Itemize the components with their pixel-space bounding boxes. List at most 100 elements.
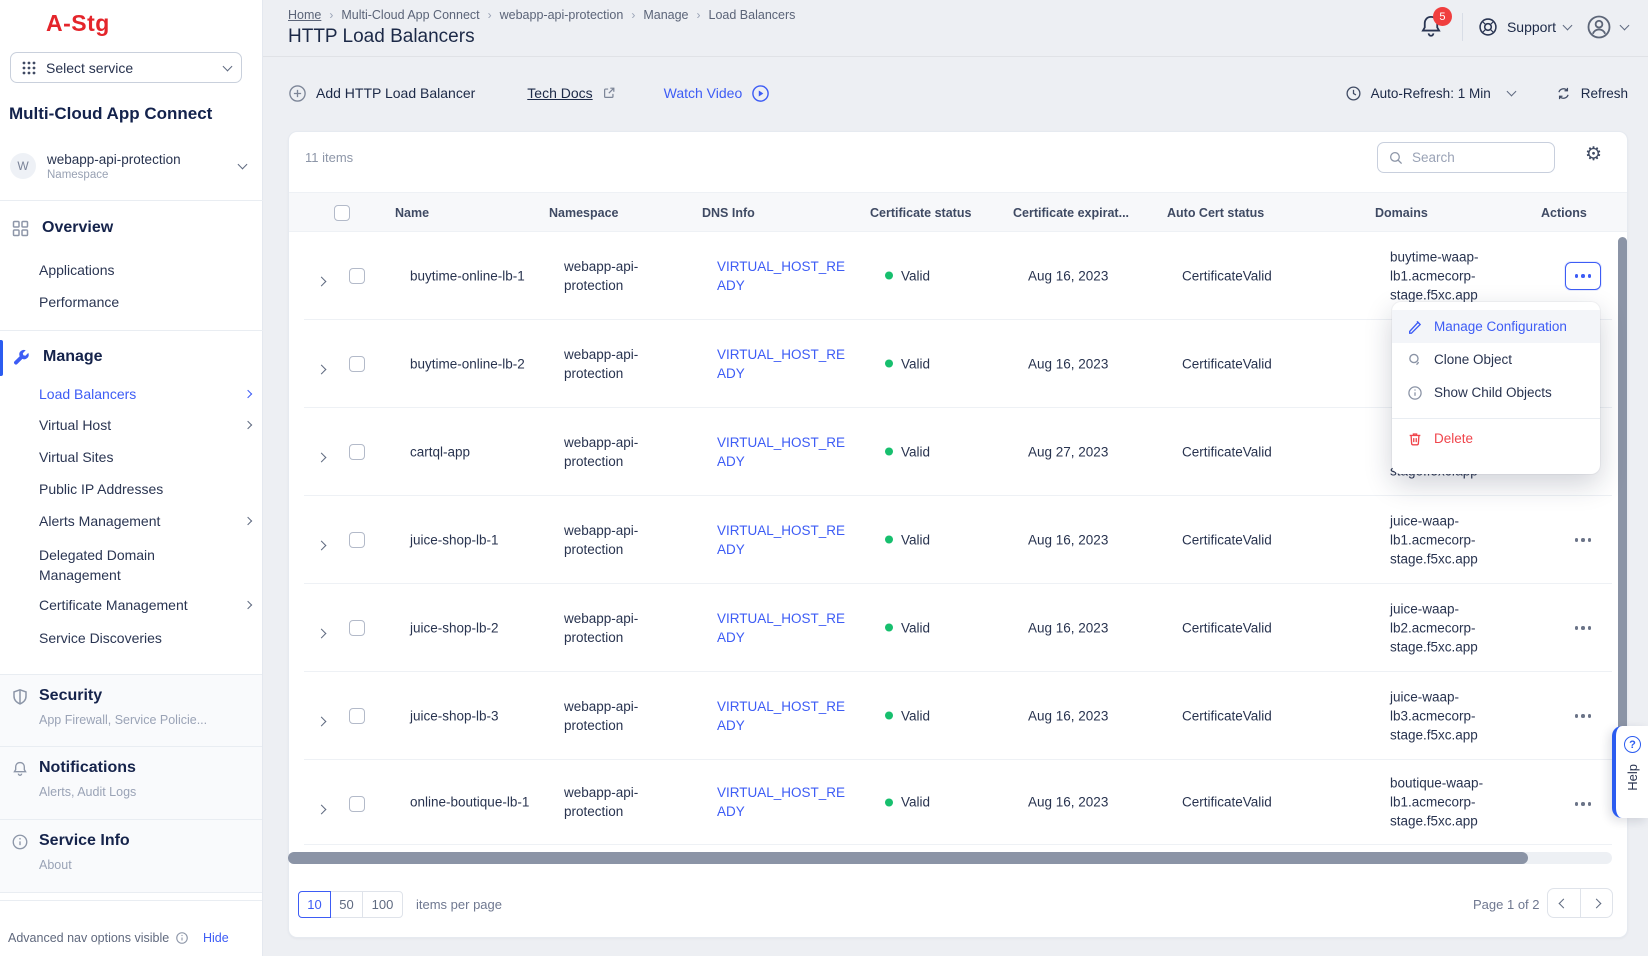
row-expand-icon[interactable] xyxy=(316,448,327,466)
cell-auto-cert-status: CertificateValid xyxy=(1182,620,1272,635)
column-header-dns-info: DNS Info xyxy=(702,206,755,220)
support-menu[interactable]: Support xyxy=(1477,16,1573,38)
sidebar-item-certificate-management[interactable]: Certificate Management xyxy=(39,597,253,613)
breadcrumb-multi-cloud-app-connect[interactable]: Multi-Cloud App Connect xyxy=(341,8,480,22)
cell-dns-link[interactable]: VIRTUAL_HOST_READY xyxy=(717,698,846,733)
breadcrumb-manage[interactable]: Manage xyxy=(643,8,689,22)
menu-item-manage-configuration[interactable]: Manage Configuration xyxy=(1392,310,1600,343)
add-http-load-balancer-button[interactable]: Add HTTP Load Balancer xyxy=(288,84,475,103)
sidebar-item-load-balancers[interactable]: Load Balancers xyxy=(39,386,253,402)
sidebar-section-service-info[interactable]: Service Info About xyxy=(0,820,262,893)
row-expand-icon[interactable] xyxy=(316,624,327,642)
row-expand-icon[interactable] xyxy=(316,536,327,554)
row-checkbox[interactable] xyxy=(349,356,365,372)
play-circle-icon xyxy=(752,84,770,102)
row-expand-icon[interactable] xyxy=(316,272,327,290)
product-title: Multi-Cloud App Connect xyxy=(9,104,213,123)
sidebar-item-delegated-domain-management[interactable]: Delegated Domain Management xyxy=(39,547,155,583)
row-actions-button[interactable] xyxy=(1565,262,1601,290)
row-actions-button[interactable] xyxy=(1565,790,1601,818)
sidebar-item-virtual-sites[interactable]: Virtual Sites xyxy=(39,449,114,465)
apps-grid-icon xyxy=(21,60,37,76)
sidebar-item-alerts-management[interactable]: Alerts Management xyxy=(39,513,253,529)
row-checkbox[interactable] xyxy=(349,620,365,636)
next-page-button[interactable] xyxy=(1581,889,1613,917)
sidebar-item-public-ip-addresses[interactable]: Public IP Addresses xyxy=(39,481,164,497)
status-dot-icon xyxy=(885,271,893,280)
row-actions-button[interactable] xyxy=(1565,614,1601,642)
row-actions-button[interactable] xyxy=(1565,526,1601,554)
row-checkbox[interactable] xyxy=(349,796,365,812)
cell-name: cartql-app xyxy=(410,444,471,459)
cell-name: juice-shop-lb-2 xyxy=(410,620,499,635)
status-dot-icon xyxy=(885,359,893,368)
section-subtitle: About xyxy=(39,858,72,872)
row-checkbox[interactable] xyxy=(349,444,365,460)
clone-icon xyxy=(1409,353,1420,365)
notifications-bell-button[interactable]: 5 xyxy=(1418,7,1452,42)
select-service-dropdown[interactable]: Select service xyxy=(10,52,242,83)
menu-item-delete[interactable]: Delete xyxy=(1392,422,1600,455)
account-menu[interactable] xyxy=(1585,13,1630,41)
row-expand-icon[interactable] xyxy=(316,360,327,378)
sidebar-section-notifications[interactable]: Notifications Alerts, Audit Logs xyxy=(0,747,262,820)
cell-dns-link[interactable]: VIRTUAL_HOST_READY xyxy=(717,434,846,469)
page-header: Home › Multi-Cloud App Connect › webapp-… xyxy=(263,0,1648,57)
auto-refresh-dropdown[interactable]: Auto-Refresh: 1 Min xyxy=(1345,85,1517,102)
sidebar-item-applications[interactable]: Applications xyxy=(39,262,115,278)
life-ring-icon xyxy=(1479,18,1497,36)
menu-item-show-child-objects[interactable]: Show Child Objects xyxy=(1392,376,1600,409)
watch-video-link[interactable]: Watch Video xyxy=(664,84,771,103)
page-size-100-button[interactable]: 100 xyxy=(362,891,403,918)
sidebar-section-security[interactable]: Security App Firewall, Service Policie..… xyxy=(0,674,262,747)
refresh-button[interactable]: Refresh xyxy=(1555,85,1628,102)
row-checkbox[interactable] xyxy=(349,532,365,548)
cell-dns-link[interactable]: VIRTUAL_HOST_READY xyxy=(717,785,846,819)
row-actions-context-menu: Manage Configuration Clone Object Show C… xyxy=(1392,302,1600,474)
breadcrumb-home[interactable]: Home xyxy=(288,8,322,22)
horizontal-scrollbar-thumb[interactable] xyxy=(288,852,1528,864)
items-per-page-label: items per page xyxy=(416,897,502,912)
tech-docs-link[interactable]: Tech Docs xyxy=(527,85,615,101)
row-checkbox[interactable] xyxy=(349,708,365,724)
table-settings-gear-icon[interactable]: ⚙ xyxy=(1585,144,1603,165)
namespace-selector[interactable]: W webapp-api-protection Namespace xyxy=(10,144,252,188)
page-size-50-button[interactable]: 50 xyxy=(330,891,363,918)
cell-certificate-status: Valid xyxy=(885,442,930,461)
row-expand-icon[interactable] xyxy=(316,712,327,730)
column-header-domains: Domains xyxy=(1375,206,1428,220)
cell-dns-link[interactable]: VIRTUAL_HOST_READY xyxy=(717,610,846,645)
hide-nav-link[interactable]: Hide xyxy=(203,931,229,945)
column-header-name: Name xyxy=(395,206,430,220)
row-checkbox[interactable] xyxy=(349,268,365,284)
vertical-scrollbar-thumb[interactable] xyxy=(1618,237,1627,800)
section-label: Overview xyxy=(42,219,114,236)
cell-dns-link[interactable]: VIRTUAL_HOST_READY xyxy=(717,522,846,557)
status-dot-icon xyxy=(885,798,893,806)
cell-certificate-status: Valid xyxy=(885,266,930,285)
previous-page-button[interactable] xyxy=(1548,889,1581,917)
row-expand-icon[interactable] xyxy=(316,800,327,818)
search-input[interactable] xyxy=(1412,150,1532,165)
section-label: Notifications xyxy=(39,759,136,776)
breadcrumb-load-balancers[interactable]: Load Balancers xyxy=(708,8,796,22)
breadcrumb-namespace[interactable]: webapp-api-protection xyxy=(499,8,624,22)
help-tab[interactable]: ? Help xyxy=(1612,726,1648,818)
page-size-10-button[interactable]: 10 xyxy=(298,891,331,918)
cell-name: juice-shop-lb-3 xyxy=(410,708,499,723)
sidebar-section-overview[interactable]: Overview xyxy=(12,219,113,237)
menu-item-clone-object[interactable]: Clone Object xyxy=(1392,343,1600,376)
sidebar-item-service-discoveries[interactable]: Service Discoveries xyxy=(39,630,162,646)
row-actions-button[interactable] xyxy=(1565,702,1601,730)
cell-name: juice-shop-lb-1 xyxy=(410,532,499,547)
cell-dns-link[interactable]: VIRTUAL_HOST_READY xyxy=(717,258,846,293)
select-all-checkbox[interactable] xyxy=(334,205,350,221)
sidebar-section-manage[interactable]: Manage xyxy=(12,348,103,366)
support-label: Support xyxy=(1506,19,1556,35)
trash-icon xyxy=(1409,432,1421,445)
sidebar-item-virtual-host[interactable]: Virtual Host xyxy=(39,417,253,433)
cell-dns-link[interactable]: VIRTUAL_HOST_READY xyxy=(717,346,846,381)
table-row: online-boutique-lb-1 webapp-api-protecti… xyxy=(304,760,1612,845)
breadcrumb: Home › Multi-Cloud App Connect › webapp-… xyxy=(288,8,795,22)
sidebar-item-performance[interactable]: Performance xyxy=(39,294,120,310)
